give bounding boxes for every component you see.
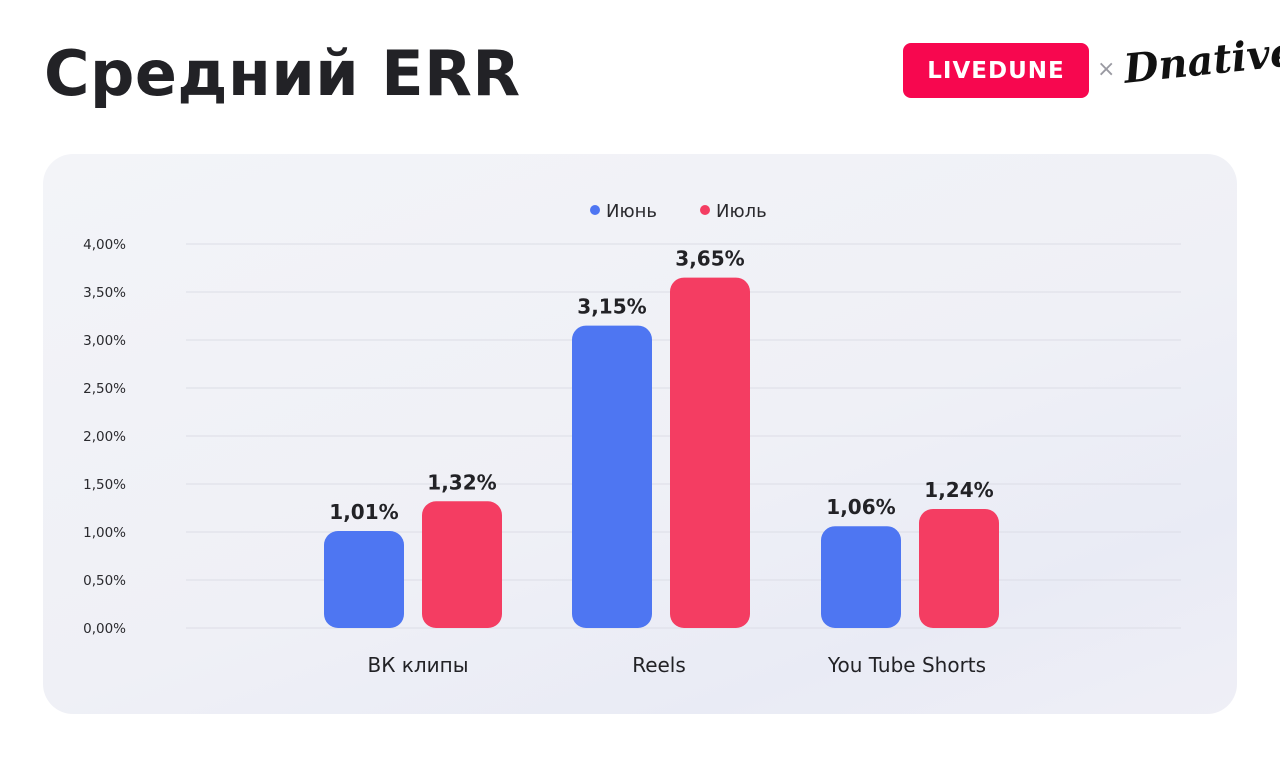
- page-title: Средний ERR: [44, 37, 521, 110]
- x-category-label: Reels: [632, 653, 686, 677]
- y-tick-label: 1,00%: [83, 525, 126, 541]
- bar: [919, 508, 999, 628]
- y-tick-label: 3,00%: [83, 333, 126, 349]
- y-tick-label: 2,00%: [83, 429, 126, 445]
- data-label: 1,32%: [427, 470, 496, 494]
- legend-marker: [700, 205, 710, 215]
- legend-label: Июнь: [606, 201, 657, 222]
- y-tick-label: 0,00%: [83, 621, 126, 637]
- bar: [670, 277, 750, 628]
- y-tick-label: 2,50%: [83, 381, 126, 397]
- bar: [324, 531, 404, 628]
- data-label: 3,65%: [675, 247, 744, 271]
- bar: [821, 526, 901, 628]
- data-label: 1,01%: [329, 500, 398, 524]
- data-label: 1,24%: [924, 478, 993, 502]
- legend-label: Июль: [716, 201, 767, 222]
- y-tick-label: 4,00%: [83, 237, 126, 253]
- x-category-label: ВК клипы: [367, 653, 468, 677]
- y-tick-label: 3,50%: [83, 285, 126, 301]
- legend-marker: [590, 205, 600, 215]
- livedune-logo-button[interactable]: LIVEDUNE: [903, 43, 1089, 98]
- times-separator: ×: [1097, 57, 1116, 82]
- y-tick-label: 1,50%: [83, 477, 126, 493]
- y-tick-label: 0,50%: [83, 573, 126, 589]
- x-category-label: You Tube Shorts: [827, 653, 986, 677]
- data-label: 1,06%: [826, 495, 895, 519]
- bar: [422, 501, 502, 628]
- bar: [572, 325, 652, 628]
- data-label: 3,15%: [577, 295, 646, 319]
